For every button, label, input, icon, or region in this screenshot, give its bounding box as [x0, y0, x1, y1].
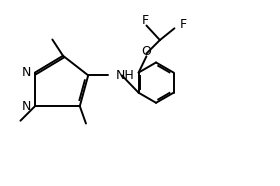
Text: F: F	[141, 14, 149, 27]
Text: N: N	[22, 100, 31, 113]
Text: NH: NH	[115, 69, 134, 82]
Text: N: N	[22, 66, 31, 79]
Text: F: F	[179, 18, 186, 31]
Text: O: O	[141, 45, 151, 58]
